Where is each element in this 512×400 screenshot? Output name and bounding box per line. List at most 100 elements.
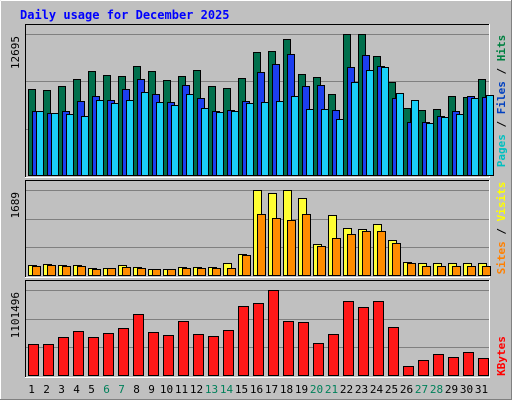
bar-pages-day-21 bbox=[336, 119, 344, 176]
day-label-8: 8 bbox=[133, 383, 140, 396]
bar-kbytes-day-2 bbox=[43, 344, 54, 376]
bar-pages-day-8 bbox=[141, 92, 149, 176]
bar-pages-day-29 bbox=[456, 114, 464, 176]
day-label-14: 14 bbox=[220, 383, 234, 396]
bar-pages-day-19 bbox=[306, 109, 314, 176]
bar-kbytes-day-14 bbox=[223, 330, 234, 376]
bar-pages-day-14 bbox=[231, 111, 239, 176]
bar-pages-day-1 bbox=[36, 111, 44, 176]
day-label-23: 23 bbox=[355, 383, 368, 396]
bar-pages-day-3 bbox=[66, 114, 74, 176]
bar-sites-day-13 bbox=[212, 268, 221, 276]
day-label-26: 26 bbox=[400, 383, 413, 396]
bar-sites-day-8 bbox=[137, 268, 146, 276]
bar-sites-day-11 bbox=[182, 268, 191, 276]
day-label-16: 16 bbox=[250, 383, 263, 396]
panel-visits-sites: 1689 Sites / Visits bbox=[9, 180, 508, 278]
bar-kbytes-day-27 bbox=[418, 360, 429, 376]
day-label-7: 7 bbox=[118, 383, 125, 396]
bar-pages-day-25 bbox=[396, 93, 404, 176]
bar-sites-day-24 bbox=[377, 231, 386, 276]
day-label-12: 12 bbox=[190, 383, 203, 396]
bar-pages-day-22 bbox=[351, 82, 359, 176]
bar-kbytes-day-28 bbox=[433, 354, 444, 376]
bar-sites-day-14 bbox=[227, 268, 236, 276]
bar-sites-day-26 bbox=[407, 263, 416, 276]
bar-pages-day-16 bbox=[261, 102, 269, 176]
panel-hits-files-pages: 12695 Pages / Files / Hits bbox=[9, 24, 508, 178]
bar-kbytes-day-12 bbox=[193, 334, 204, 376]
day-label-29: 29 bbox=[445, 383, 458, 396]
bar-kbytes-day-11 bbox=[178, 321, 189, 376]
bar-sites-day-23 bbox=[362, 231, 371, 276]
day-label-17: 17 bbox=[265, 383, 278, 396]
bar-kbytes-day-9 bbox=[148, 332, 159, 376]
bar-kbytes-day-24 bbox=[373, 301, 384, 376]
bar-kbytes-day-17 bbox=[268, 290, 279, 376]
bar-sites-day-27 bbox=[422, 266, 431, 276]
bar-sites-day-28 bbox=[437, 266, 446, 276]
bar-pages-day-18 bbox=[291, 96, 299, 176]
bar-pages-day-9 bbox=[156, 102, 164, 176]
bar-kbytes-day-23 bbox=[358, 307, 369, 376]
legend-item-pages: Pages bbox=[495, 134, 508, 167]
bar-pages-day-26 bbox=[411, 100, 419, 176]
day-axis: 1 2 3 4 5 6 7 8 9 10 11 12 13 14 15 16 17 18 19 20 21 22 23 24 2… bbox=[28, 383, 488, 396]
legend-3: KBytes bbox=[495, 336, 508, 376]
bar-pages-day-27 bbox=[426, 123, 434, 176]
bar-sites-day-1 bbox=[32, 266, 41, 276]
bar-kbytes-day-5 bbox=[88, 337, 99, 376]
legend-item-files: Files bbox=[495, 81, 508, 114]
day-label-22: 22 bbox=[340, 383, 353, 396]
bar-kbytes-day-22 bbox=[343, 301, 354, 376]
bar-sites-day-7 bbox=[122, 267, 131, 276]
bar-pages-day-6 bbox=[111, 103, 119, 176]
bar-sites-day-4 bbox=[77, 266, 86, 276]
bar-sites-day-25 bbox=[392, 243, 401, 276]
bar-pages-day-11 bbox=[186, 94, 194, 176]
bar-sites-day-22 bbox=[347, 234, 356, 276]
day-label-30: 30 bbox=[460, 383, 473, 396]
bar-kbytes-day-6 bbox=[103, 333, 114, 376]
day-label-1: 1 bbox=[28, 383, 35, 396]
bar-pages-day-7 bbox=[126, 100, 134, 176]
legend-item-visits: Visits bbox=[495, 182, 508, 222]
bar-kbytes-day-30 bbox=[463, 352, 474, 376]
y-max-label: 12695 bbox=[9, 36, 22, 69]
bar-pages-day-23 bbox=[366, 70, 374, 176]
day-label-2: 2 bbox=[43, 383, 50, 396]
day-label-13: 13 bbox=[205, 383, 218, 396]
bar-kbytes-day-1 bbox=[28, 344, 39, 376]
legend-item-hits: Hits bbox=[495, 35, 508, 62]
legend-item-kbytes: KBytes bbox=[495, 336, 508, 376]
bar-sites-day-17 bbox=[272, 218, 281, 276]
bar-sites-day-15 bbox=[242, 255, 251, 276]
bar-kbytes-day-15 bbox=[238, 306, 249, 376]
bar-sites-day-29 bbox=[452, 266, 461, 276]
bar-sites-day-31 bbox=[482, 266, 491, 276]
bar-kbytes-day-25 bbox=[388, 327, 399, 376]
bar-kbytes-day-16 bbox=[253, 303, 264, 376]
bar-kbytes-day-18 bbox=[283, 321, 294, 376]
day-label-21: 21 bbox=[325, 383, 338, 396]
day-label-15: 15 bbox=[235, 383, 248, 396]
bar-kbytes-day-10 bbox=[163, 335, 174, 376]
bar-pages-day-28 bbox=[441, 117, 449, 176]
bar-pages-day-17 bbox=[276, 101, 284, 176]
day-label-11: 11 bbox=[175, 383, 188, 396]
legend-1: Pages / Files / Hits bbox=[495, 35, 508, 168]
bar-pages-day-31 bbox=[486, 95, 494, 176]
panel-kbytes: 1101496 KBytes bbox=[9, 280, 508, 378]
bar-sites-day-18 bbox=[287, 220, 296, 276]
bar-sites-day-10 bbox=[167, 269, 176, 276]
y-max-label: 1689 bbox=[9, 192, 22, 219]
bar-pages-day-4 bbox=[81, 116, 89, 176]
legend-2: Sites / Visits bbox=[495, 182, 508, 275]
bar-kbytes-day-19 bbox=[298, 322, 309, 376]
bar-kbytes-day-29 bbox=[448, 357, 459, 376]
y-max-label: 1101496 bbox=[9, 292, 22, 338]
day-label-31: 31 bbox=[475, 383, 488, 396]
bar-pages-day-12 bbox=[201, 108, 209, 176]
bar-pages-day-24 bbox=[381, 67, 389, 176]
